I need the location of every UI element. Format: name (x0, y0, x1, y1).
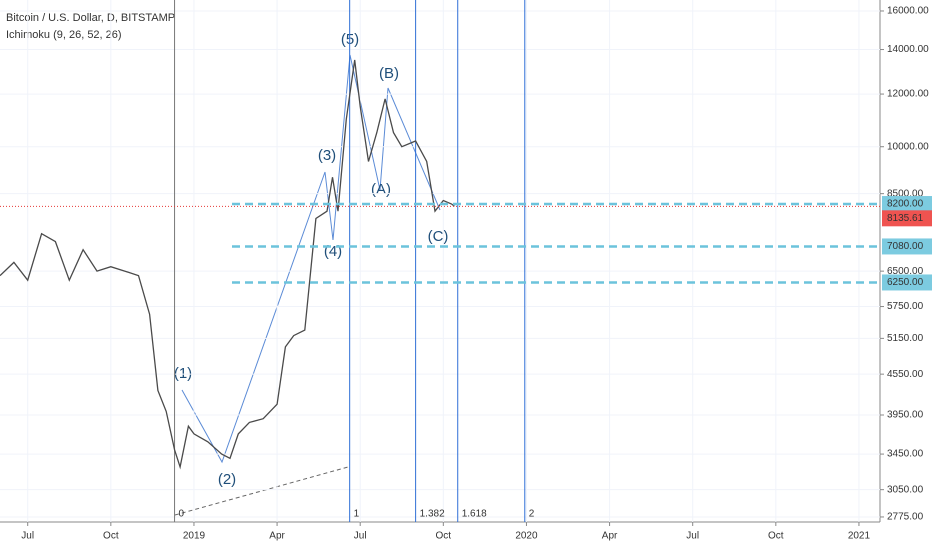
y-tick-label: 3450.00 (887, 449, 924, 460)
level-label: 6250.00 (887, 277, 924, 288)
y-tick-label: 14000.00 (887, 44, 929, 55)
wave-label: (B) (379, 65, 399, 82)
level-tag (882, 196, 932, 213)
last-price-label: 8135.61 (887, 213, 924, 224)
fib-label: 1.618 (462, 509, 487, 520)
y-tick-label: 4550.00 (887, 369, 924, 380)
y-tick-label: 8500.00 (887, 188, 924, 199)
x-tick-label: 2021 (848, 531, 871, 542)
fib-label: 1.382 (420, 509, 445, 520)
x-tick-label: Apr (602, 531, 618, 542)
level-tag (882, 274, 932, 291)
x-tick-label: Jul (21, 531, 34, 542)
wave-label: (1) (174, 365, 192, 382)
x-tick-label: Oct (103, 531, 119, 542)
level-tag (882, 238, 932, 255)
x-tick-label: Jul (354, 531, 367, 542)
level-label: 7080.00 (887, 241, 924, 252)
y-tick-label: 10000.00 (887, 141, 929, 152)
wave-label: (C) (428, 228, 449, 245)
fib-label: 1 (354, 509, 360, 520)
fib-label: 0 (179, 509, 185, 520)
fib-label: 2 (529, 509, 535, 520)
trend-line (174, 466, 349, 516)
y-tick-label: 5150.00 (887, 333, 924, 344)
chart-title: Bitcoin / U.S. Dollar, D, BITSTAMP (6, 12, 175, 24)
y-tick-label: 6500.00 (887, 266, 924, 277)
y-tick-label: 2775.00 (887, 512, 924, 523)
x-tick-label: 2020 (515, 531, 538, 542)
y-tick-label: 12000.00 (887, 89, 929, 100)
x-tick-label: Oct (768, 531, 784, 542)
y-tick-label: 3950.00 (887, 410, 924, 421)
x-tick-label: Jul (686, 531, 699, 542)
price-line (0, 59, 455, 470)
x-tick-label: Oct (436, 531, 452, 542)
wave-label: (3) (318, 147, 336, 164)
x-tick-label: Apr (269, 531, 285, 542)
y-tick-label: 16000.00 (887, 6, 929, 17)
y-tick-label: 5750.00 (887, 301, 924, 312)
y-tick-label: 3050.00 (887, 484, 924, 495)
last-price-tag (882, 210, 932, 227)
indicator-label: Ichimoku (9, 26, 52, 26) (6, 29, 122, 41)
wave-label: (2) (218, 471, 236, 488)
level-label: 8200.00 (887, 199, 924, 210)
wave-label: (A) (371, 181, 391, 198)
x-tick-label: 2019 (183, 531, 206, 542)
